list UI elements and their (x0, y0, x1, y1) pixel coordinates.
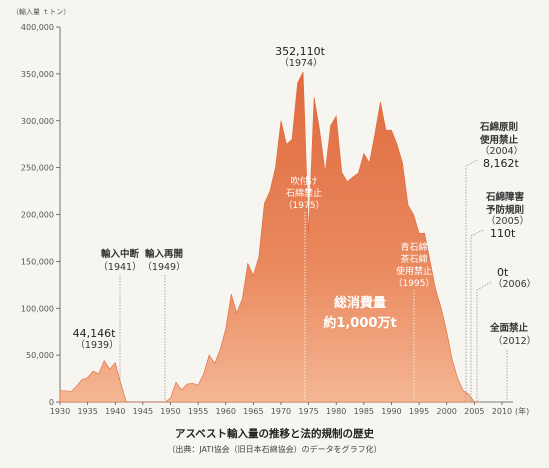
x-tick-label: 1950 (160, 407, 180, 416)
total-consumption: 総消費量 約1,000万t (323, 295, 396, 331)
annotation-1949: 輸入再開 （1949） (142, 248, 186, 400)
x-tick-label: 1965 (243, 407, 263, 416)
y-tick-label: 100,000 (21, 304, 54, 313)
y-tick-label: 50,000 (26, 351, 54, 360)
annotation-2004: 石綿原則 使用禁止 （2004） 8,162t (465, 121, 523, 402)
x-tick-label: 2000 (437, 407, 457, 416)
total-consumption-label: 総消費量 (334, 295, 386, 311)
annotation-1975-line2: 石綿禁止 (286, 187, 322, 199)
x-tick-label: 1945 (133, 407, 153, 416)
annotation-2005-line2: 予防規則 (486, 204, 524, 216)
annotation-1939-year: （1939） (75, 339, 118, 351)
annotation-1949-label: 輸入再開 (145, 248, 183, 260)
annotation-1995-year: （1995） (394, 278, 435, 289)
annotation-1941: 輸入中断 （1941） (98, 248, 142, 382)
annotation-1975: 吹付け 石綿禁止 （1975） (284, 175, 325, 400)
x-tick-label: 1990 (381, 407, 401, 416)
annotation-2004-value: 8,162t (483, 157, 519, 170)
plot-area (59, 71, 480, 403)
annotation-1995: 青石綿 茶石綿 使用禁止 （1995） (394, 241, 435, 400)
x-tick-label: 1995 (409, 407, 429, 416)
annotation-2005: 石綿障害 予防規則 （2005） 110t (470, 191, 529, 402)
annotation-1941-label: 輸入中断 (101, 248, 140, 260)
y-tick-label: 200,000 (21, 211, 54, 220)
annotation-1975-line1: 吹付け (290, 175, 317, 187)
annotation-2005-year: （2005） (486, 215, 529, 227)
import-volume-area (59, 71, 480, 403)
annotation-2012-year: （2012） (493, 335, 536, 347)
annotation-1974: 352,110t （1974） (275, 45, 325, 69)
x-tick-label: 2010 (492, 407, 512, 416)
annotation-2006-value: 0t (497, 266, 509, 279)
y-tick-label: 0 (49, 398, 54, 407)
x-tick-label: 1940 (105, 407, 125, 416)
annotation-2004-line1: 石綿原則 (479, 121, 518, 133)
annotation-2005-leader (470, 229, 484, 402)
annotation-2004-leader (465, 159, 478, 402)
x-tick-label: 1980 (326, 407, 346, 416)
x-axis: 1930 1935 1940 1945 1950 1955 1960 1965 1970 1975… (50, 401, 529, 416)
chart-title: アスベスト輸入量の推移と法的規制の歴史 (175, 428, 374, 440)
annotation-1995-line2: 茶石綿 (400, 253, 427, 265)
x-axis-suffix: (年) (515, 406, 529, 416)
y-tick-label: 350,000 (21, 70, 54, 79)
x-tick-label: 1975 (298, 407, 318, 416)
y-axis: 0 50,000 100,000 150,000 200,000 250,000 300,0… (21, 23, 61, 407)
y-tick-label: 300,000 (21, 117, 54, 126)
annotation-1939-value: 44,146t (73, 327, 116, 340)
x-tick-label: 1930 (50, 407, 70, 416)
annotation-2006-leader (476, 281, 492, 402)
annotation-2006-year: （2006） (493, 278, 536, 290)
y-tick-label: 250,000 (21, 164, 54, 173)
annotation-2006: 0t （2006） (476, 266, 536, 402)
annotation-1974-year: （1974） (279, 57, 322, 69)
x-tick-label: 1985 (354, 407, 374, 416)
annotation-1995-line3: 使用禁止 (396, 265, 432, 277)
annotation-2005-line1: 石綿障害 (485, 191, 525, 203)
x-tick-label: 2005 (464, 407, 484, 416)
annotation-1949-year: （1949） (142, 261, 185, 273)
x-tick-label: 1955 (188, 407, 208, 416)
annotation-2005-value: 110t (490, 227, 516, 240)
y-unit-label: （輸入量 ｔトン） (12, 7, 70, 16)
annotation-1974-value: 352,110t (275, 45, 325, 58)
annotation-1939: 44,146t （1939） (73, 327, 119, 351)
total-consumption-value: 約1,000万t (323, 315, 396, 331)
x-tick-label: 1960 (216, 407, 236, 416)
y-tick-label: 150,000 (21, 257, 54, 266)
annotation-2004-line2: 使用禁止 (479, 134, 519, 146)
annotation-1975-year: （1975） (284, 200, 325, 211)
y-tick-label: 400,000 (21, 23, 54, 32)
annotation-1995-line1: 青石綿 (400, 241, 427, 253)
annotation-2012-label: 全面禁止 (489, 322, 529, 334)
annotation-2004-year: （2004） (480, 145, 523, 157)
annotation-1941-year: （1941） (98, 261, 141, 273)
x-tick-label: 1935 (77, 407, 97, 416)
chart-source: （出典：JATI協会（旧日本石綿協会）のデータをグラフ化） (167, 445, 382, 454)
x-tick-label: 1970 (271, 407, 291, 416)
annotation-2012: 全面禁止 （2012） (489, 322, 536, 402)
